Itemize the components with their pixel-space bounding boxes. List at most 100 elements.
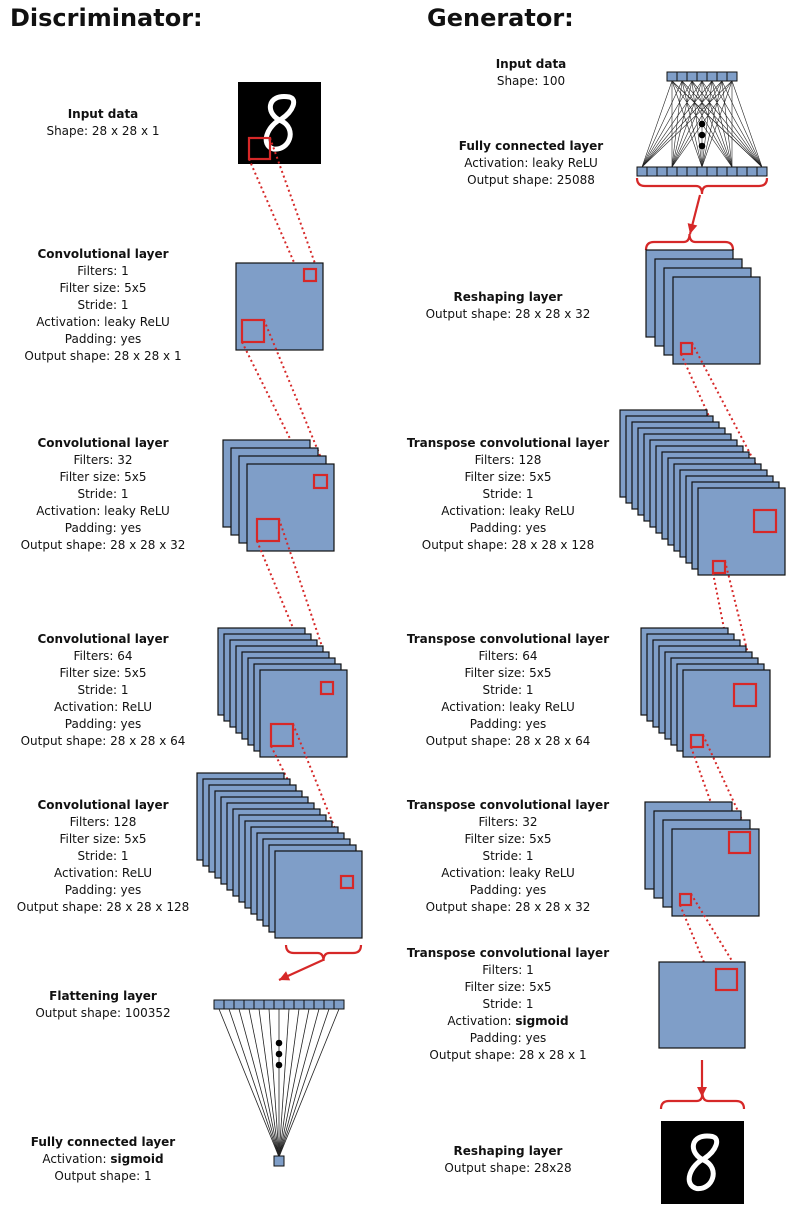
property-text: Activation: bbox=[447, 1014, 516, 1028]
neuron-cell bbox=[746, 166, 758, 177]
property-text: Padding: yes bbox=[64, 883, 142, 897]
neuron-cell bbox=[756, 166, 768, 177]
connection-line bbox=[671, 80, 763, 168]
generator-layer-8-text: Reshaping layer Output shape: 28x28 bbox=[388, 1143, 628, 1177]
property-text: Activation: leaky ReLU bbox=[441, 866, 575, 880]
disc-conv4-target bbox=[339, 874, 355, 890]
property-text: Output shape: 100352 bbox=[35, 1006, 171, 1020]
discriminator-layer-4-text: Convolutional layer Filters: 64 Filter siz… bbox=[0, 631, 223, 750]
layer-property: Filter size: 5x5 bbox=[388, 469, 628, 486]
neuron-cell bbox=[656, 166, 668, 177]
property-text: Padding: yes bbox=[64, 521, 142, 535]
layer-property: Shape: 28 x 28 x 1 bbox=[0, 123, 223, 140]
neuron-cell bbox=[716, 71, 728, 82]
connection-line bbox=[278, 1008, 300, 1158]
layer-property: Filters: 32 bbox=[388, 814, 628, 831]
layer-property: Filter size: 5x5 bbox=[388, 979, 628, 996]
gen-tconv1-target bbox=[752, 508, 778, 534]
layer-title: Transpose convolutional layer bbox=[406, 798, 610, 812]
projection-line bbox=[241, 341, 315, 488]
property-text: Padding: yes bbox=[469, 1031, 547, 1045]
property-text: Filters: 1 bbox=[482, 963, 534, 977]
property-text: Stride: 1 bbox=[482, 849, 534, 863]
gen-reshape-maps bbox=[645, 249, 761, 365]
layer-property: Output shape: 28 x 28 x 128 bbox=[388, 537, 628, 554]
property-text: Filter size: 5x5 bbox=[59, 832, 147, 846]
layer-property: Activation: leaky ReLU bbox=[0, 314, 223, 331]
digit-background bbox=[238, 82, 321, 164]
layer-property: Filter size: 5x5 bbox=[0, 665, 223, 682]
projection-line bbox=[278, 518, 335, 683]
property-text: Output shape: 28 x 28 x 64 bbox=[20, 734, 186, 748]
connection-line bbox=[711, 80, 733, 168]
discriminator-layer-1-text: Input data Shape: 28 x 28 x 1 bbox=[0, 106, 223, 140]
connection-line bbox=[641, 80, 723, 168]
property-text: Filter size: 5x5 bbox=[59, 281, 147, 295]
gen-tconv2-target bbox=[732, 682, 758, 708]
connection-line bbox=[721, 80, 733, 168]
ellipsis-dots-icon bbox=[698, 142, 706, 150]
layer-property: Padding: yes bbox=[388, 520, 628, 537]
property-value-emphasis: sigmoid bbox=[110, 1152, 164, 1166]
gen-output-brace bbox=[659, 1092, 746, 1110]
neuron-cell bbox=[213, 999, 225, 1010]
generator-layer-2-text: Fully connected layer Activation: leaky R… bbox=[411, 138, 651, 189]
generator-layer-7-text: Transpose convolutional layer Filters: 1 F… bbox=[388, 945, 628, 1064]
neuron-cell bbox=[696, 71, 708, 82]
gen-tconv3-target bbox=[727, 830, 752, 855]
layer-property: Stride: 1 bbox=[0, 486, 223, 503]
property-text: Padding: yes bbox=[64, 332, 142, 346]
feature-map bbox=[671, 828, 760, 917]
property-text: Filter size: 5x5 bbox=[59, 470, 147, 484]
property-text: Output shape: 28 x 28 x 1 bbox=[429, 1048, 587, 1062]
layer-property: Padding: yes bbox=[0, 716, 223, 733]
layer-property: Output shape: 28 x 28 x 64 bbox=[0, 733, 223, 750]
layer-property: Filter size: 5x5 bbox=[0, 469, 223, 486]
gen-tconv2-field bbox=[689, 733, 705, 749]
ellipsis-dots-icon bbox=[275, 1061, 283, 1069]
ellipsis-dots-icon bbox=[698, 131, 706, 139]
property-text: Activation: leaky ReLU bbox=[36, 315, 170, 329]
digit-stroke bbox=[686, 1133, 720, 1192]
gen-tconv3-maps bbox=[644, 801, 760, 917]
layer-property: Filters: 32 bbox=[0, 452, 223, 469]
connection-line bbox=[228, 1008, 280, 1158]
connection-line bbox=[721, 80, 763, 168]
disc-flattened-vector bbox=[213, 999, 345, 1010]
down-arrow-icon bbox=[697, 1087, 707, 1097]
disc-conv2-target bbox=[312, 473, 329, 490]
layer-property: Stride: 1 bbox=[0, 297, 223, 314]
layer-property: Stride: 1 bbox=[0, 848, 223, 865]
projection-line bbox=[690, 746, 730, 854]
layer-property: Filters: 1 bbox=[388, 962, 628, 979]
connection-line bbox=[641, 80, 703, 168]
property-text: Output shape: 28 x 28 x 32 bbox=[425, 307, 591, 321]
layer-property: Activation: sigmoid bbox=[388, 1013, 628, 1030]
neuron-cell bbox=[666, 166, 678, 177]
property-text: Activation: ReLU bbox=[54, 700, 152, 714]
connection-line bbox=[641, 80, 693, 168]
property-text: Output shape: 28 x 28 x 64 bbox=[425, 734, 591, 748]
ellipsis-dots-icon bbox=[698, 120, 706, 128]
gen-tconv1-maps bbox=[619, 409, 786, 576]
disc-flatten-brace bbox=[284, 944, 363, 962]
layer-title: Convolutional layer bbox=[37, 436, 169, 450]
neuron-cell bbox=[263, 999, 275, 1010]
property-text: Output shape: 1 bbox=[54, 1169, 152, 1183]
connection-line bbox=[248, 1008, 280, 1158]
layer-title: Fully connected layer bbox=[30, 1135, 176, 1149]
property-text: Filters: 64 bbox=[73, 649, 133, 663]
disc-fc-connections bbox=[218, 1008, 340, 1158]
layer-title: Transpose convolutional layer bbox=[406, 946, 610, 960]
layer-property: Output shape: 28 x 28 x 1 bbox=[388, 1047, 628, 1064]
neuron-cell bbox=[706, 166, 718, 177]
gen-tconv4-maps bbox=[658, 961, 746, 1049]
gen-fc-brace bbox=[635, 177, 769, 195]
connection-line bbox=[268, 1008, 280, 1158]
property-text: Filter size: 5x5 bbox=[59, 666, 147, 680]
layer-property: Output shape: 1 bbox=[0, 1168, 223, 1185]
connection-line bbox=[641, 80, 683, 168]
property-text: Padding: yes bbox=[469, 883, 547, 897]
discriminator-layer-6-text: Flattening layer Output shape: 100352 bbox=[0, 988, 223, 1022]
feature-map bbox=[658, 961, 746, 1049]
